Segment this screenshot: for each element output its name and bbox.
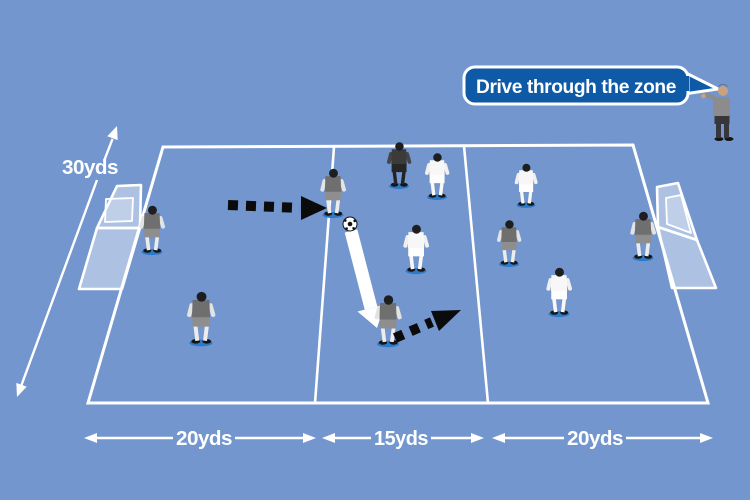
goalkeeper-right (629, 211, 657, 262)
left-zone-gray-player (186, 291, 216, 347)
zone1-label: 20yds (176, 428, 232, 450)
measure-arrowhead-up (107, 126, 118, 141)
ball-carrier-gray-player (319, 168, 347, 219)
measure-arrowhead-down (16, 382, 27, 397)
mid-zone-white-player (402, 224, 430, 275)
zone-measures: 20yds 15yds 20yds (84, 428, 713, 450)
pitch-boundary (85, 143, 710, 405)
depth-measure: 30yds (16, 126, 119, 397)
zone-divider-right (462, 145, 490, 404)
bubble-text: Drive through the zone (476, 77, 676, 98)
drive-arrow (393, 310, 461, 343)
depth-label: 30yds (62, 157, 118, 179)
coach-callout: Drive through the zone (462, 65, 734, 141)
players-layer (138, 142, 657, 348)
zone2-label: 15yds (374, 428, 428, 450)
soccer-ball (342, 216, 358, 232)
right-zone-white-player (545, 267, 573, 318)
right-zone-gray-player (496, 220, 522, 267)
goal-left (77, 183, 143, 291)
goal-right (655, 181, 718, 290)
pass-arrow (227, 196, 327, 220)
zone3-label: 20yds (567, 428, 623, 450)
coach-figure (701, 84, 734, 141)
mid-zone-white-player-top (424, 153, 450, 200)
right-zone-white-player-top (514, 163, 539, 208)
mid-zone-dark-player (386, 142, 412, 189)
